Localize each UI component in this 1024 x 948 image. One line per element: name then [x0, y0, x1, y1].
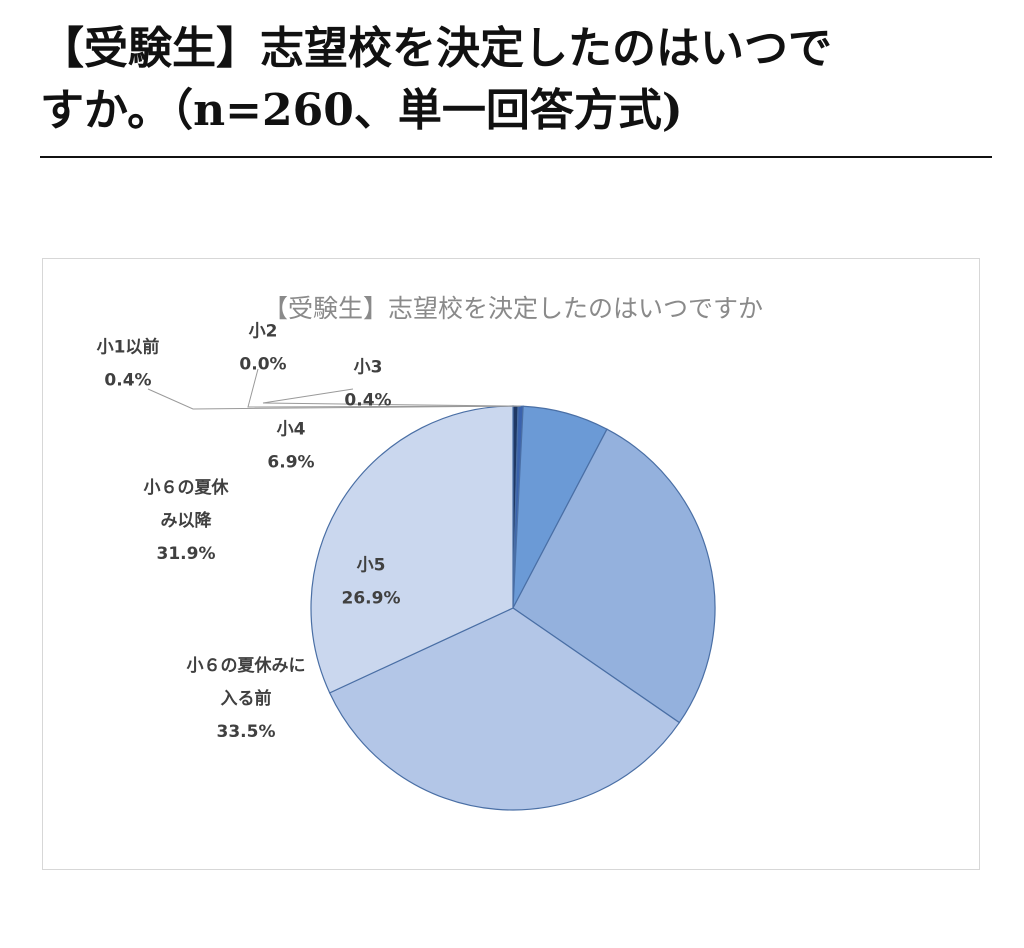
page-heading-line1: 【受験生】志望校を決定したのはいつで [40, 23, 832, 74]
chart-title: 【受験生】志望校を決定したのはいつですか [263, 294, 763, 323]
leader-line-0 [147, 388, 516, 410]
heading-divider [40, 156, 992, 158]
slice-label-3: 小4 6.9% [267, 420, 314, 473]
slice-label-5: 小６の夏休みに入る前 33.5% [187, 655, 306, 742]
pie-chart: 【受験生】志望校を決定したのはいつですか 小1以前 0.4% 小2 0.0% 小3 0.4… [97, 294, 763, 811]
pie-slice-6 [310, 405, 514, 694]
slice-label-2: 小3 0.4% [344, 358, 391, 411]
slice-label-6: 小６の夏休み以降 31.9% [144, 477, 230, 564]
leader-line-1 [247, 368, 519, 408]
page-heading: 【受験生】志望校を決定したのはいつで すか。（n=260、単一回答方式) [40, 18, 992, 142]
chart-frame: 【受験生】志望校を決定したのはいつですか 小1以前 0.4% 小2 0.0% 小3 0.4… [42, 258, 980, 870]
leader-line-2 [262, 388, 521, 407]
slice-label-1: 小2 0.0% [239, 322, 286, 375]
slice-labels: 小1以前 0.4% 小2 0.0% 小3 0.4% 小4 6.9% 小5 26.9% 小６の夏休みに… [97, 322, 401, 743]
pie-slice-4 [512, 428, 716, 724]
leader-lines [147, 368, 521, 410]
page-heading-line2: すか。（n=260、単一回答方式) [40, 85, 683, 136]
slice-label-4: 小5 26.9% [342, 556, 401, 609]
pie-slice-5 [328, 607, 681, 811]
slice-label-0: 小1以前 0.4% [97, 337, 160, 391]
pie-slices [310, 405, 716, 811]
